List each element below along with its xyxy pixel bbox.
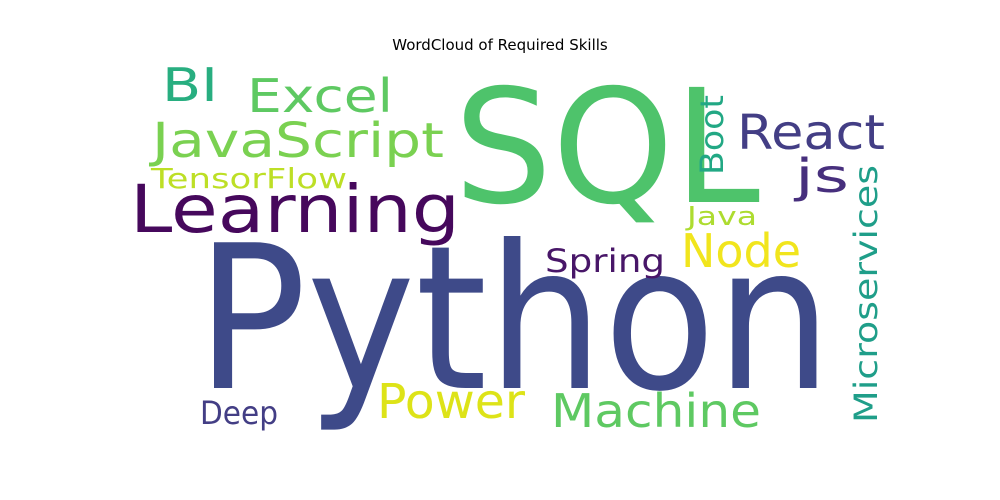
- word-python: Python: [196, 203, 832, 436]
- word-microservices: Microservices: [847, 165, 885, 423]
- word-tensorflow: TensorFlow: [150, 162, 347, 195]
- word-node: Node: [681, 224, 801, 278]
- word-power: Power: [377, 374, 525, 430]
- word-machine: Machine: [551, 384, 761, 438]
- word-react: React: [737, 105, 885, 161]
- word-boot: Boot: [693, 95, 731, 175]
- word-learning: Learning: [130, 171, 460, 248]
- chart-title: WordCloud of Required Skills: [392, 36, 608, 54]
- word-javascript: JavaScript: [148, 113, 444, 169]
- word-excel: Excel: [247, 69, 393, 123]
- word-spring: Spring: [545, 242, 665, 280]
- word-sql: SQL: [454, 56, 760, 240]
- word-js: js: [794, 149, 849, 203]
- word-java: Java: [684, 202, 757, 232]
- word-deep: Deep: [200, 394, 278, 432]
- word-bi: BI: [162, 58, 218, 112]
